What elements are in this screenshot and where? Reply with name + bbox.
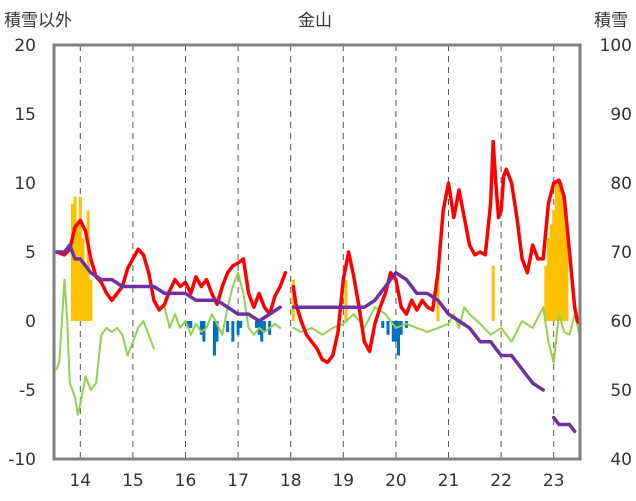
bar	[291, 279, 295, 321]
bar	[70, 203, 74, 321]
bar	[552, 210, 556, 321]
lines	[54, 139, 582, 434]
y-left-tick-label: 5	[25, 243, 36, 263]
bar	[344, 279, 348, 321]
bar	[436, 265, 440, 321]
bar	[239, 321, 243, 328]
bar	[544, 265, 548, 321]
bar	[381, 321, 385, 328]
y-right-tick-label: 90	[610, 105, 632, 125]
y-left-tick-label: 15	[14, 105, 36, 125]
y-right-tick-label: 40	[610, 450, 632, 470]
bar	[557, 183, 561, 321]
bar	[394, 321, 398, 342]
x-tick-label: 19	[332, 471, 354, 491]
y-left-tick-label: 10	[14, 174, 36, 194]
bar	[262, 321, 266, 333]
x-tick-label: 22	[490, 471, 512, 491]
bar	[86, 210, 90, 321]
bar	[255, 321, 259, 328]
x-tick-label: 16	[175, 471, 197, 491]
bar	[546, 238, 550, 321]
x-tick-label: 17	[227, 471, 249, 491]
bar	[565, 224, 569, 321]
y-left-tick-label: 20	[14, 36, 36, 56]
y-right-tick-label: 100	[600, 36, 632, 56]
bar	[260, 321, 264, 342]
bar	[236, 321, 240, 335]
bar	[189, 321, 193, 328]
ticks: 14 15 16 17 18 19 20 21 22 23 -10 -5 0 5 10 15 20 40 50 60 7…	[8, 36, 632, 491]
series-line	[54, 243, 577, 434]
bar	[81, 238, 85, 321]
bar	[76, 224, 80, 321]
bar	[491, 265, 495, 321]
y-right-tick-label: 80	[610, 174, 632, 194]
bar	[202, 321, 206, 342]
bar	[397, 321, 401, 356]
bar	[89, 279, 93, 321]
bar	[554, 183, 558, 321]
plot-frame	[52, 43, 582, 461]
bar	[215, 321, 219, 342]
bar	[386, 321, 390, 335]
chart-title: 金山	[298, 11, 332, 31]
bar	[562, 196, 566, 321]
bar	[399, 321, 403, 335]
right-axis-label: 積雪	[594, 11, 628, 31]
bar	[84, 265, 88, 321]
x-tick-label: 21	[438, 471, 460, 491]
bar	[186, 321, 190, 328]
x-tick-label: 15	[122, 471, 144, 491]
y-left-tick-label: 0	[25, 312, 36, 332]
bar	[212, 321, 216, 356]
left-axis-label: 積雪以外	[4, 11, 72, 31]
y-left-tick-label: -10	[8, 450, 36, 470]
x-tick-label: 23	[543, 471, 565, 491]
y-right-tick-label: 60	[610, 312, 632, 332]
x-tick-label: 14	[69, 471, 91, 491]
x-tick-label: 18	[280, 471, 302, 491]
bar	[231, 321, 235, 342]
y-right-tick-label: 50	[610, 381, 632, 401]
grid	[79, 45, 555, 459]
bar	[199, 321, 203, 335]
bar	[391, 321, 395, 342]
bar	[560, 183, 564, 321]
bar	[226, 321, 230, 333]
bar	[549, 224, 553, 321]
y-right-tick-label: 70	[610, 243, 632, 263]
x-tick-label: 20	[385, 471, 407, 491]
y-left-tick-label: -5	[19, 381, 36, 401]
